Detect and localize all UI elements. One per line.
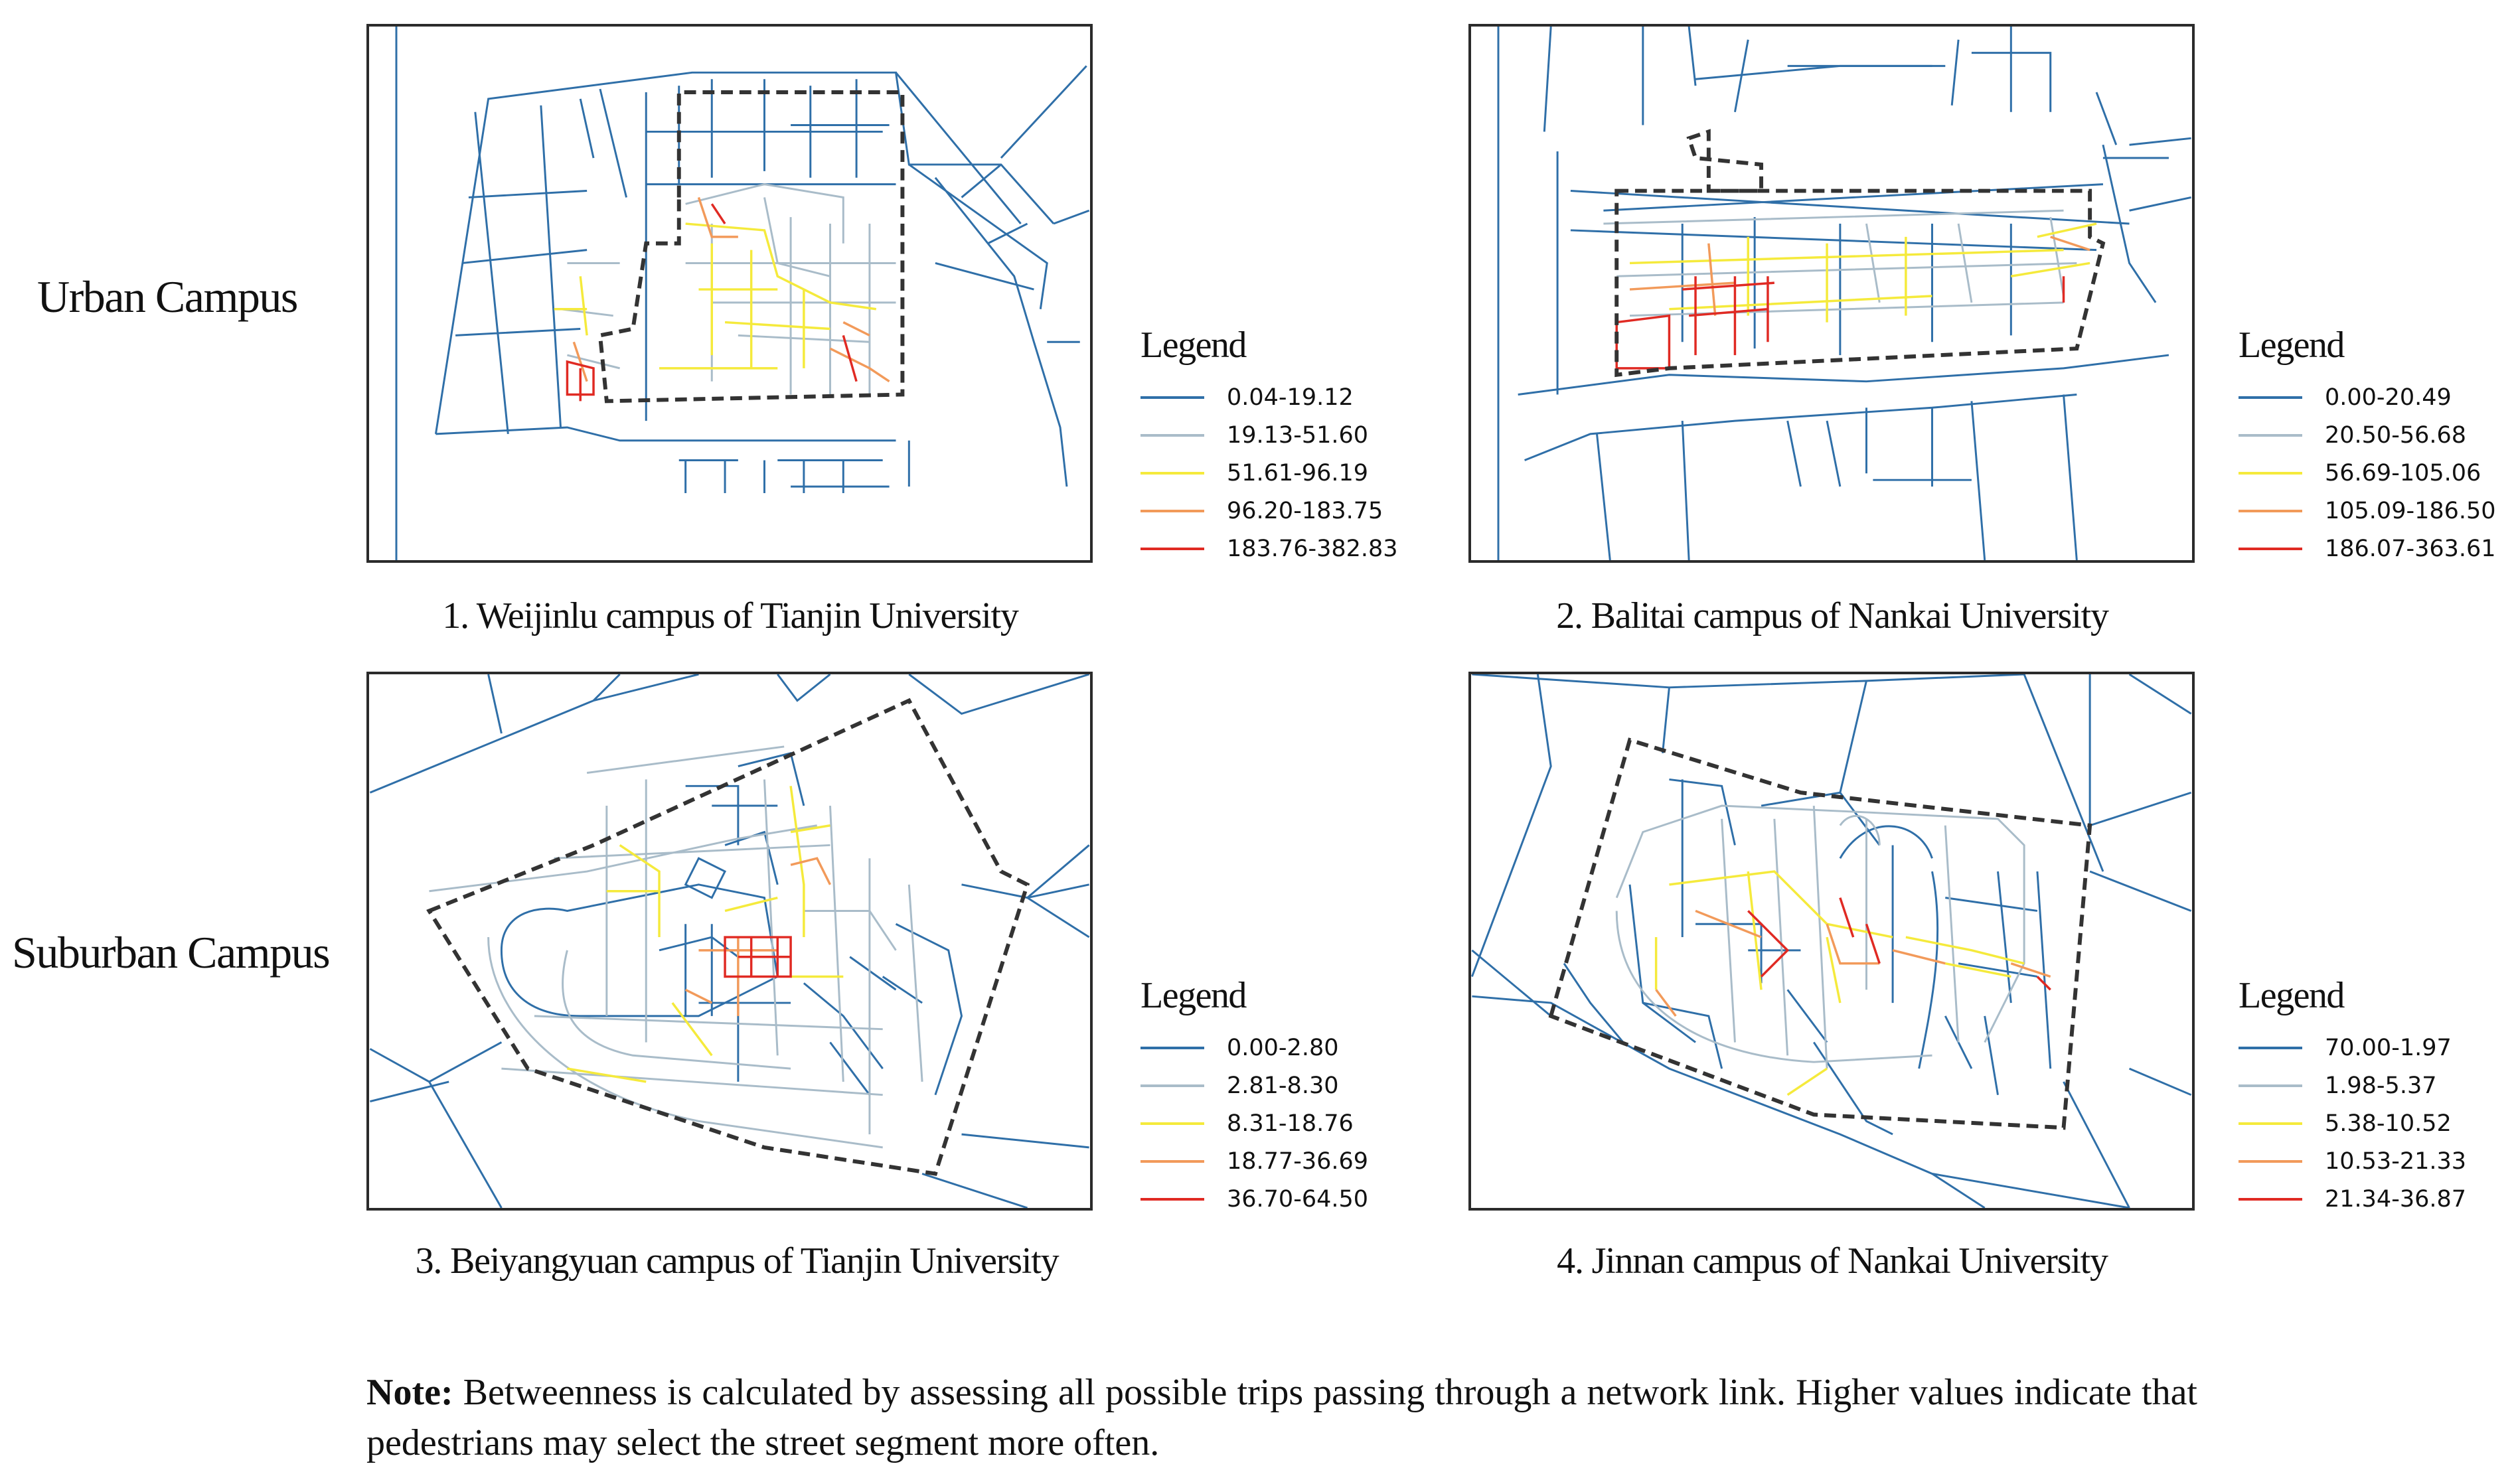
legend-item-class2: 2.81-8.30 — [1140, 1067, 1368, 1104]
legend-weijinlu: Legend 0.04-19.12 19.13-51.60 51.61-96.1… — [1140, 324, 1398, 567]
legend-item-class5: 183.76-382.83 — [1140, 530, 1398, 567]
caption-jinnan: 4. Jinnan campus of Nankai University — [1557, 1240, 2108, 1282]
legend-label: 8.31-18.76 — [1227, 1110, 1354, 1137]
legend-swatch-class4 — [2239, 509, 2302, 512]
caption-beiyangyuan: 3. Beiyangyuan campus of Tianjin Univers… — [415, 1240, 1060, 1282]
legend-label: 21.34-36.87 — [2325, 1185, 2467, 1213]
legend-title: Legend — [1140, 325, 1247, 366]
legend-swatch-class1 — [2239, 396, 2302, 399]
legend-item-class2: 19.13-51.60 — [1140, 416, 1398, 454]
row-label-suburban: Suburban Campus — [12, 927, 331, 978]
legend-item-class5: 186.07-363.61 — [2239, 530, 2496, 567]
legend-swatch-class5 — [1140, 547, 1204, 550]
legend-item-class3: 8.31-18.76 — [1140, 1104, 1368, 1142]
street-network-jinnan — [1471, 674, 2192, 1208]
legend-swatch-class2 — [1140, 433, 1204, 437]
caption-balitai: 2. Balitai campus of Nankai University — [1556, 595, 2109, 636]
legend-label: 0.04-19.12 — [1227, 384, 1354, 411]
legend-item-class3: 51.61-96.19 — [1140, 454, 1398, 492]
legend-label: 70.00-1.97 — [2325, 1034, 2452, 1061]
legend-balitai: Legend 0.00-20.49 20.50-56.68 56.69-105.… — [2239, 324, 2496, 567]
legend-item-class4: 105.09-186.50 — [2239, 492, 2496, 530]
legend-swatch-class2 — [2239, 433, 2302, 437]
legend-item-class4: 96.20-183.75 — [1140, 492, 1398, 530]
note-text: Betweenness is calculated by assessing a… — [366, 1372, 2197, 1463]
legend-swatch-class4 — [1140, 1159, 1204, 1163]
legend-swatch-class5 — [1140, 1197, 1204, 1201]
legend-item-class1: 0.00-2.80 — [1140, 1029, 1368, 1067]
street-network-weijinlu — [395, 27, 1090, 560]
legend-label: 20.50-56.68 — [2325, 421, 2467, 449]
figure-note: Note: Betweenness is calculated by asses… — [366, 1367, 2197, 1468]
legend-swatch-class4 — [1140, 509, 1204, 512]
legend-label: 1.98-5.37 — [2325, 1072, 2437, 1099]
legend-swatch-class3 — [2239, 471, 2302, 475]
legend-item-class5: 36.70-64.50 — [1140, 1180, 1368, 1218]
legend-item-class1: 0.00-20.49 — [2239, 378, 2496, 416]
row-label-urban: Urban Campus — [37, 271, 298, 322]
legend-label: 10.53-21.33 — [2325, 1148, 2467, 1175]
legend-swatch-class1 — [1140, 396, 1204, 399]
legend-label: 51.61-96.19 — [1227, 459, 1369, 486]
legend-label: 105.09-186.50 — [2325, 497, 2496, 524]
legend-label: 183.76-382.83 — [1227, 535, 1398, 562]
legend-item-class1: 70.00-1.97 — [2239, 1029, 2466, 1067]
street-network-beiyangyuan — [369, 674, 1090, 1208]
map-weijinlu — [366, 24, 1093, 563]
legend-item-class2: 1.98-5.37 — [2239, 1067, 2466, 1104]
legend-swatch-class4 — [2239, 1159, 2302, 1163]
legend-item-class3: 5.38-10.52 — [2239, 1104, 2466, 1142]
legend-item-class4: 10.53-21.33 — [2239, 1142, 2466, 1180]
map-jinnan — [1468, 672, 2195, 1211]
legend-swatch-class2 — [1140, 1084, 1204, 1087]
legend-label: 19.13-51.60 — [1227, 421, 1369, 449]
note-label: Note: — [366, 1372, 453, 1413]
legend-jinnan: Legend 70.00-1.97 1.98-5.37 5.38-10.52 1… — [2239, 974, 2466, 1218]
legend-title: Legend — [2239, 975, 2345, 1016]
legend-swatch-class2 — [2239, 1084, 2302, 1087]
legend-label: 56.69-105.06 — [2325, 459, 2481, 486]
legend-item-class1: 0.04-19.12 — [1140, 378, 1398, 416]
legend-label: 96.20-183.75 — [1227, 497, 1383, 524]
legend-beiyangyuan: Legend 0.00-2.80 2.81-8.30 8.31-18.76 18… — [1140, 974, 1368, 1218]
legend-swatch-class1 — [1140, 1046, 1204, 1049]
legend-swatch-class5 — [2239, 1197, 2302, 1201]
legend-swatch-class3 — [2239, 1122, 2302, 1125]
legend-item-class2: 20.50-56.68 — [2239, 416, 2496, 454]
legend-label: 36.70-64.50 — [1227, 1185, 1369, 1213]
legend-label: 18.77-36.69 — [1227, 1148, 1369, 1175]
map-balitai — [1468, 24, 2195, 563]
legend-swatch-class1 — [2239, 1046, 2302, 1049]
legend-swatch-class5 — [2239, 547, 2302, 550]
legend-item-class3: 56.69-105.06 — [2239, 454, 2496, 492]
legend-label: 0.00-2.80 — [1227, 1034, 1339, 1061]
legend-label: 186.07-363.61 — [2325, 535, 2496, 562]
legend-label: 5.38-10.52 — [2325, 1110, 2452, 1137]
legend-swatch-class3 — [1140, 1122, 1204, 1125]
legend-item-class5: 21.34-36.87 — [2239, 1180, 2466, 1218]
legend-swatch-class3 — [1140, 471, 1204, 475]
map-beiyangyuan — [366, 672, 1093, 1211]
caption-weijinlu: 1. Weijinlu campus of Tianjin University — [442, 595, 1019, 636]
legend-title: Legend — [1140, 975, 1247, 1016]
legend-item-class4: 18.77-36.69 — [1140, 1142, 1368, 1180]
legend-title: Legend — [2239, 325, 2345, 366]
legend-label: 2.81-8.30 — [1227, 1072, 1339, 1099]
street-network-balitai — [1497, 27, 2191, 560]
legend-label: 0.00-20.49 — [2325, 384, 2452, 411]
